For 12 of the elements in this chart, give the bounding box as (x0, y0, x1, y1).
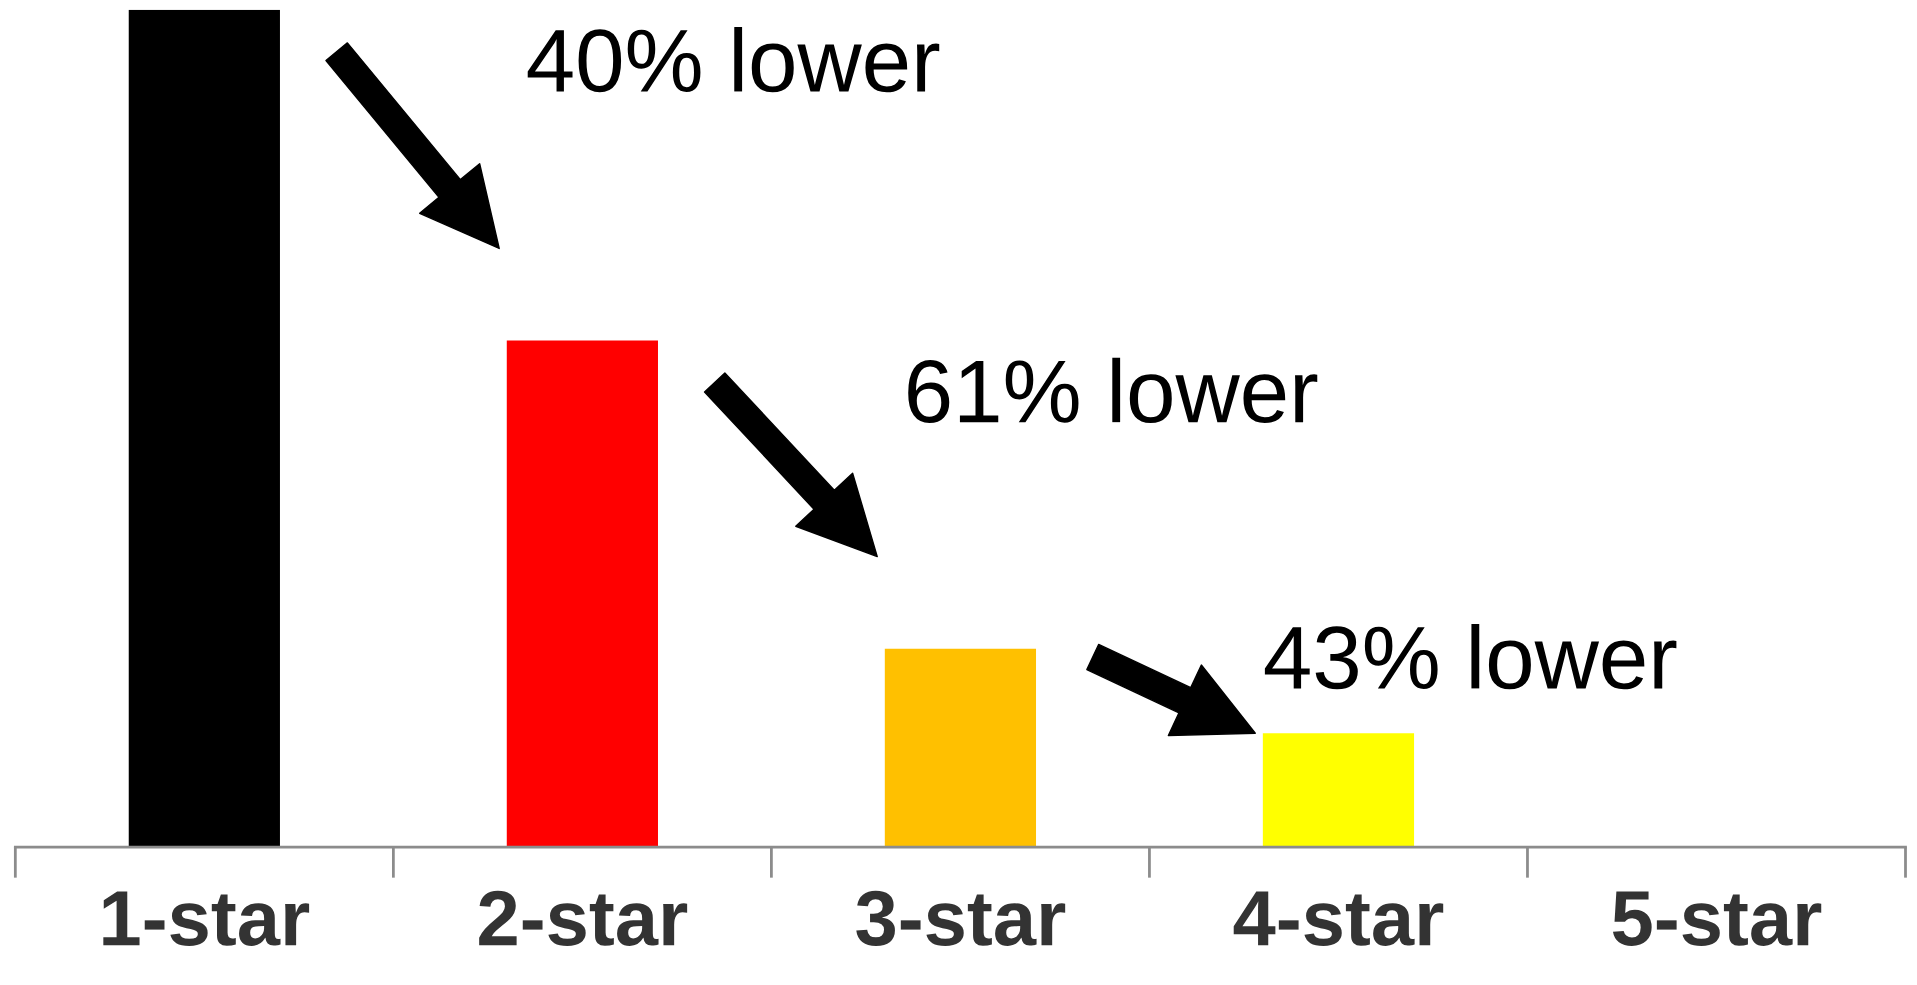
annotation: 61% lower (908, 357, 1318, 424)
x-tick-label: 3-star (856, 890, 1066, 947)
bar (128, 9, 280, 848)
x-tick-label: 1-star (103, 891, 310, 946)
annotation: 40% lower (527, 27, 940, 93)
bar (884, 648, 1037, 848)
x-tick-label: 2-star (479, 890, 688, 946)
x-tick-label: 4-star (1233, 891, 1444, 946)
x-tick-label: 5-star (1612, 891, 1822, 946)
bar (506, 340, 658, 848)
annotation: 43% lower (1264, 623, 1677, 690)
bar (1262, 733, 1415, 848)
